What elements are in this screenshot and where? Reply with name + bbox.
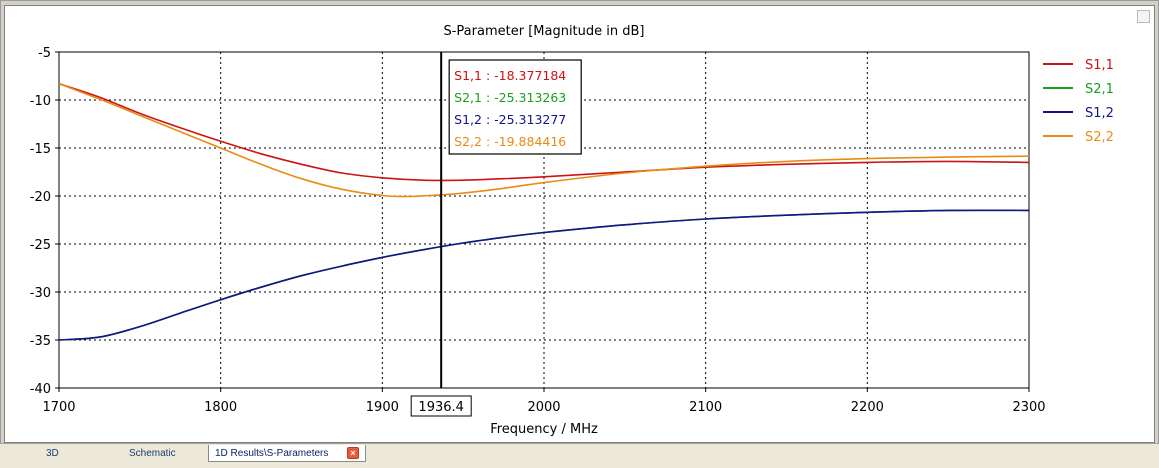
marker-readout-box <box>448 59 582 155</box>
legend-label-S2-2: S2,2 <box>1085 130 1114 145</box>
legend-label-S1-1: S1,1 <box>1085 58 1114 73</box>
x-axis-label: Frequency / MHz <box>490 422 598 437</box>
plot-area[interactable]: S-Parameter [Magnitude in dB] 1700 1800 190… <box>4 5 1155 443</box>
series-line-S1-1 <box>58 82 1030 182</box>
x-tick-label: 2200 <box>851 400 884 415</box>
y-tick-label: -15 <box>30 142 51 157</box>
s-parameter-chart: S-Parameter [Magnitude in dB] 1700 1800 190… <box>30 24 1114 437</box>
y-tick-label: -25 <box>30 238 51 253</box>
marker-x-label-box <box>410 395 472 417</box>
x-tick-label: 1800 <box>204 400 237 415</box>
marker-readout-3: S2,2 : -19.884416 <box>454 134 566 149</box>
tab-bar: 3D Schematic 1D Results\S-Parameters × <box>0 443 1159 468</box>
y-tick-label: -40 <box>30 382 51 397</box>
series-line-S1-2 <box>58 209 1030 341</box>
x-tick-label: 2300 <box>1012 400 1045 415</box>
marker-readout-2: S1,2 : -25.313277 <box>454 112 566 127</box>
y-tick-label: -5 <box>38 46 51 61</box>
legend-label-S2-1: S2,1 <box>1085 82 1114 97</box>
tab-1d-results-label: 1D Results\S-Parameters <box>215 448 329 459</box>
restore-icon[interactable] <box>1137 10 1150 23</box>
x-tick-label: 1700 <box>42 400 75 415</box>
x-tick-label: 1900 <box>366 400 399 415</box>
marker-readout-1: S2,1 : -25.313263 <box>454 90 566 105</box>
tab-schematic[interactable]: Schematic <box>123 445 205 462</box>
tab-3d[interactable]: 3D <box>40 445 120 462</box>
y-tick-label: -10 <box>30 94 51 109</box>
x-tick-label: 2000 <box>527 400 560 415</box>
legend-label-S1-2: S1,2 <box>1085 106 1114 121</box>
tab-1d-results-s-parameters[interactable]: 1D Results\S-Parameters × <box>208 445 366 462</box>
y-tick-label: -35 <box>30 334 51 349</box>
marker-readout-0: S1,1 : -18.377184 <box>454 68 566 83</box>
chart-title: S-Parameter [Magnitude in dB] <box>443 24 644 39</box>
tab-3d-label: 3D <box>46 448 59 459</box>
marker-x-label: 1936.4 <box>418 400 464 415</box>
tab-schematic-label: Schematic <box>129 448 176 459</box>
x-tick-label: 2100 <box>689 400 722 415</box>
close-icon[interactable]: × <box>347 447 359 459</box>
y-tick-label: -20 <box>30 190 51 205</box>
y-tick-label: -30 <box>30 286 51 301</box>
